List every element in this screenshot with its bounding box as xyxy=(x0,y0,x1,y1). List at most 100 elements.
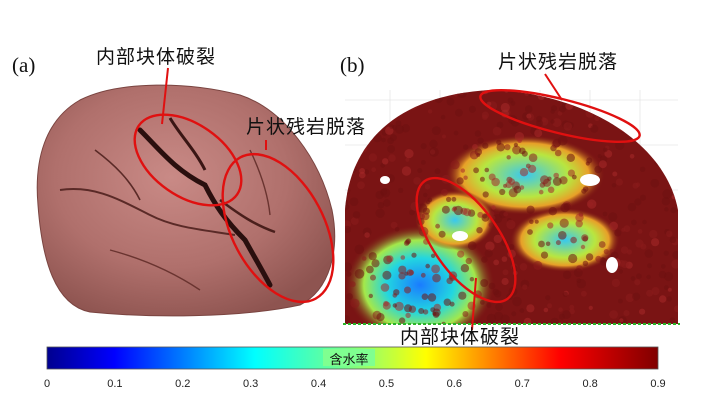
particle xyxy=(533,260,543,270)
particle xyxy=(519,308,525,313)
particle xyxy=(661,264,666,269)
crack xyxy=(59,188,236,236)
particle xyxy=(663,285,669,291)
panel-b-label: (b) xyxy=(340,53,365,77)
particle xyxy=(349,165,357,173)
colorbar-tick-label: 0.2 xyxy=(175,378,191,390)
particle xyxy=(582,260,589,266)
particle xyxy=(392,92,400,100)
particle xyxy=(663,250,669,256)
particle xyxy=(388,154,396,162)
particle xyxy=(345,204,350,210)
particle xyxy=(440,114,446,120)
particle xyxy=(492,126,502,136)
particle xyxy=(558,231,567,240)
particle xyxy=(603,249,609,255)
particle xyxy=(396,90,406,94)
particle xyxy=(394,90,403,97)
particle xyxy=(366,123,371,129)
particle xyxy=(538,189,544,195)
particle xyxy=(455,108,463,117)
particle xyxy=(500,314,510,324)
particle xyxy=(666,103,676,112)
particle xyxy=(587,199,597,209)
particle xyxy=(453,92,458,97)
particle xyxy=(666,296,672,302)
particle xyxy=(562,270,572,280)
particle xyxy=(540,251,549,259)
particle xyxy=(603,147,608,153)
particle xyxy=(670,207,677,214)
particle xyxy=(493,234,502,244)
particle xyxy=(408,101,418,110)
particle xyxy=(446,196,452,202)
particle xyxy=(676,136,678,143)
particle xyxy=(513,142,519,147)
particle xyxy=(564,90,572,92)
particle xyxy=(554,149,562,157)
particle xyxy=(418,308,425,314)
particle xyxy=(431,126,441,135)
particle xyxy=(376,313,385,322)
colorbar-tick-label: 0.9 xyxy=(650,378,666,390)
particle xyxy=(566,90,572,92)
particle xyxy=(543,307,549,313)
particle xyxy=(563,122,573,131)
particle xyxy=(457,250,465,258)
particle xyxy=(576,278,582,284)
particle xyxy=(463,175,468,180)
particle xyxy=(451,196,457,202)
particle xyxy=(491,205,496,210)
particle xyxy=(639,166,646,172)
particle xyxy=(404,304,412,313)
particle xyxy=(456,177,464,185)
colorbar-tick-label: 0.1 xyxy=(107,378,123,390)
particle xyxy=(382,158,389,165)
annotation-ellipse-flaky-debris-a xyxy=(221,152,335,304)
particle xyxy=(450,160,460,170)
particle xyxy=(380,283,390,292)
particle xyxy=(607,117,613,123)
colorbar-tick-label: 0.5 xyxy=(378,378,395,390)
particle xyxy=(404,286,411,294)
particle xyxy=(550,109,555,114)
particle xyxy=(368,252,377,261)
particle xyxy=(347,157,356,165)
particle xyxy=(545,241,551,247)
particle xyxy=(614,229,622,237)
particle xyxy=(480,300,485,305)
particle xyxy=(431,264,440,274)
particle xyxy=(368,111,373,117)
particle xyxy=(627,203,637,212)
particle xyxy=(427,293,437,302)
crack xyxy=(249,149,271,216)
particle xyxy=(350,217,359,225)
particle xyxy=(646,289,654,297)
particle xyxy=(598,160,607,169)
particle xyxy=(609,221,618,231)
particle xyxy=(526,205,535,214)
crack xyxy=(168,117,207,171)
crack xyxy=(137,127,273,288)
particle xyxy=(380,188,388,196)
panel-a-label: (a) xyxy=(12,53,36,77)
particle xyxy=(347,143,352,149)
particle xyxy=(559,105,566,113)
particle xyxy=(434,168,441,175)
particle xyxy=(550,317,560,324)
particle xyxy=(502,269,509,276)
particle xyxy=(673,90,678,100)
particle xyxy=(629,154,635,159)
leader-line xyxy=(161,67,169,125)
particle xyxy=(653,100,658,105)
particle xyxy=(550,119,555,124)
particle xyxy=(404,149,414,159)
particle xyxy=(460,168,465,173)
particle xyxy=(526,304,535,313)
particle xyxy=(501,256,508,262)
particle xyxy=(611,278,621,288)
particle xyxy=(395,120,402,127)
particle xyxy=(659,160,665,167)
particle xyxy=(420,160,426,165)
